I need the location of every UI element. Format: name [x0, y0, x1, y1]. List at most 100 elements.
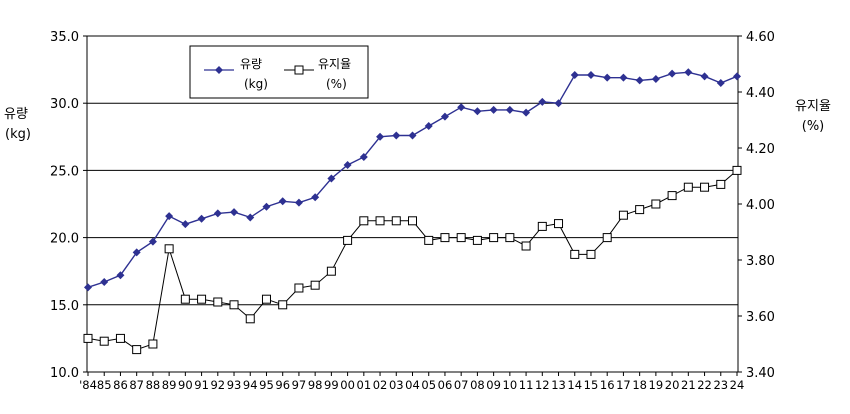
- x-tick-label: 88: [146, 378, 161, 392]
- data-point-diamond: [181, 220, 190, 229]
- left-tick-label: 20.0: [50, 232, 79, 247]
- legend-flow-label-line2: (kg): [244, 77, 268, 91]
- data-point-diamond: [230, 208, 239, 217]
- data-point-diamond: [392, 131, 401, 140]
- data-point-diamond: [213, 209, 222, 218]
- legend-flow-marker: [215, 66, 223, 74]
- series-line: [87, 71, 738, 288]
- data-point-diamond: [619, 73, 628, 82]
- x-tick-label: 13: [551, 378, 566, 392]
- x-tick-label: 06: [438, 378, 453, 392]
- x-tick-label: '84: [79, 378, 97, 392]
- data-point-square: [326, 266, 336, 276]
- data-point-diamond: [376, 132, 385, 141]
- data-point-square: [343, 235, 353, 245]
- series-fat-rate: [83, 165, 742, 355]
- x-tick-label: 87: [129, 378, 144, 392]
- legend-fat-marker: [294, 65, 304, 75]
- data-point-diamond: [716, 79, 725, 88]
- data-point-diamond: [700, 72, 709, 81]
- data-point-diamond: [668, 69, 677, 78]
- data-point-square: [521, 241, 531, 251]
- data-point-diamond: [343, 161, 352, 170]
- data-point-diamond: [100, 277, 109, 286]
- data-point-square: [278, 300, 288, 310]
- data-point-square: [148, 339, 158, 349]
- data-point-square: [310, 280, 320, 290]
- data-point-square: [732, 165, 742, 175]
- data-point-diamond: [586, 70, 595, 79]
- x-axis-ticks: '84 85 86 87 88 89 90 91 92 93 94 95 96 97 98 99 00 01 02 0…: [79, 372, 744, 392]
- data-point-square: [570, 249, 580, 259]
- data-point-square: [472, 235, 482, 245]
- data-point-square: [602, 233, 612, 243]
- left-tick-label: 10.0: [50, 366, 79, 381]
- data-point-diamond: [522, 108, 531, 117]
- data-point-diamond: [505, 105, 514, 114]
- right-axis-label-line1: 유지율: [795, 99, 831, 114]
- right-axis-ticks: 3.40 3.60 3.80 4.00 4.20 4.40 4.60: [738, 30, 775, 381]
- data-point-square: [424, 235, 434, 245]
- x-tick-label: 09: [486, 378, 501, 392]
- right-tick-label: 3.60: [746, 310, 775, 325]
- data-point-square: [408, 216, 417, 226]
- x-tick-label: 10: [503, 378, 518, 392]
- data-point-diamond: [554, 99, 563, 108]
- data-point-square: [667, 191, 677, 201]
- x-tick-label: 18: [632, 378, 647, 392]
- x-tick-label: 92: [210, 378, 225, 392]
- data-point-diamond: [684, 68, 693, 77]
- x-tick-label: 97: [292, 378, 307, 392]
- data-point-square: [83, 333, 93, 343]
- x-tick-label: 99: [324, 378, 339, 392]
- x-tick-label: 94: [243, 378, 258, 392]
- left-tick-label: 30.0: [50, 97, 79, 112]
- data-point-square: [440, 233, 450, 243]
- x-tick-label: 08: [470, 378, 485, 392]
- grid-lines: [87, 102, 738, 306]
- data-point-diamond: [84, 283, 92, 292]
- data-point-square: [489, 233, 499, 243]
- x-tick-label: 90: [178, 378, 193, 392]
- data-point-square: [294, 283, 304, 293]
- plot-area-frame: [86, 35, 739, 373]
- left-axis-label-line1: 유량: [4, 107, 28, 122]
- x-tick-label: 19: [649, 378, 664, 392]
- series-flow: [84, 68, 741, 292]
- data-point-square: [586, 249, 596, 259]
- data-point-diamond: [538, 97, 547, 106]
- data-point-square: [213, 297, 223, 307]
- right-axis-label-line2: (%): [802, 119, 825, 134]
- data-point-square: [359, 216, 369, 226]
- data-point-diamond: [197, 214, 206, 223]
- data-point-square: [164, 244, 174, 254]
- data-point-square: [618, 210, 628, 220]
- data-point-square: [716, 179, 726, 189]
- data-point-diamond: [262, 202, 271, 211]
- x-tick-label: 22: [697, 378, 712, 392]
- data-point-square: [700, 182, 710, 192]
- x-tick-label: 16: [600, 378, 615, 392]
- legend-entry-fat: 유지율 (%): [284, 57, 351, 91]
- left-tick-label: 15.0: [50, 299, 79, 314]
- legend-fat-label-line1: 유지율: [318, 57, 351, 71]
- x-tick-label: 96: [275, 378, 290, 392]
- data-point-diamond: [148, 237, 157, 246]
- x-tick-label: 03: [389, 378, 404, 392]
- data-point-diamond: [165, 212, 174, 221]
- data-point-diamond: [635, 76, 644, 85]
- data-point-diamond: [440, 112, 449, 121]
- data-point-square: [245, 314, 255, 324]
- x-tick-label: 89: [162, 378, 177, 392]
- x-tick-label: 24: [730, 378, 745, 392]
- x-tick-label: 04: [405, 378, 420, 392]
- legend-fat-label-line2: (%): [326, 77, 347, 91]
- data-point-diamond: [473, 107, 482, 116]
- left-axis-label-line2: (kg): [5, 127, 31, 142]
- data-point-square: [554, 219, 564, 229]
- legend: 유량 (kg) 유지율 (%): [189, 45, 369, 99]
- data-point-diamond: [311, 193, 320, 202]
- x-tick-label: 20: [665, 378, 680, 392]
- data-point-diamond: [570, 70, 579, 79]
- x-tick-label: 23: [713, 378, 728, 392]
